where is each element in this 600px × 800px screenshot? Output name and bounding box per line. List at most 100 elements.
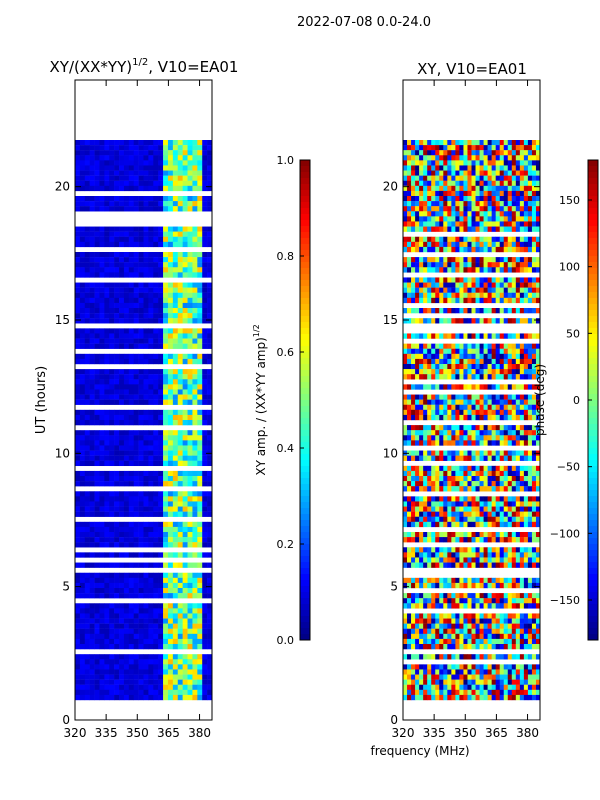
heatmap-cell	[455, 277, 460, 283]
heatmap-cell	[119, 297, 125, 304]
heatmap-cell	[119, 613, 125, 619]
heatmap-cell	[455, 267, 460, 273]
heatmap-cell	[84, 435, 90, 441]
heatmap-cell	[483, 547, 488, 553]
heatmap-cell	[163, 684, 169, 691]
heatmap-cell	[163, 343, 169, 349]
heatmap-cell	[153, 262, 159, 268]
heatmap-cell	[471, 358, 476, 365]
heatmap-cell	[153, 430, 159, 436]
heatmap-cell	[153, 613, 159, 619]
heatmap-cell	[427, 481, 432, 487]
heatmap-cell	[523, 532, 529, 538]
heatmap-cell	[197, 175, 203, 181]
heatmap-cell	[133, 669, 139, 675]
heatmap-cell	[467, 409, 472, 416]
heatmap-cell	[459, 455, 464, 461]
heatmap-cell	[451, 211, 456, 217]
heatmap-cell	[451, 175, 456, 181]
heatmap-cell	[487, 399, 492, 405]
heatmap-cell	[427, 425, 432, 431]
heatmap-cell	[483, 496, 488, 502]
heatmap-cell	[182, 623, 188, 629]
heatmap-cell	[207, 389, 213, 395]
heatmap-cell	[99, 511, 105, 517]
heatmap-cell	[439, 236, 444, 243]
heatmap-cell	[119, 440, 125, 446]
heatmap-cell	[94, 384, 100, 390]
heatmap-cell	[435, 292, 440, 299]
heatmap-cell	[527, 435, 533, 441]
heatmap-cell	[177, 526, 183, 533]
heatmap-cell	[192, 236, 198, 243]
heatmap-cell	[419, 140, 424, 146]
heatmap-cell	[475, 201, 480, 207]
heatmap-cell	[403, 206, 408, 212]
heatmap-cell	[423, 374, 428, 380]
heatmap-cell	[84, 603, 90, 609]
heatmap-cell	[119, 588, 125, 594]
heatmap-cell	[499, 267, 505, 273]
heatmap-cell	[123, 603, 130, 609]
heatmap-cell	[523, 318, 529, 324]
heatmap-cell	[158, 440, 164, 446]
heatmap-cell	[467, 257, 472, 263]
heatmap-cell	[79, 394, 86, 400]
heatmap-cell	[94, 328, 100, 334]
heatmap-cell	[443, 455, 448, 461]
heatmap-cell	[158, 358, 164, 365]
heatmap-cell	[153, 542, 159, 548]
heatmap-cell	[192, 257, 198, 263]
heatmap-cell	[419, 384, 424, 390]
heatmap-cell	[177, 628, 183, 635]
heatmap-cell	[99, 369, 105, 375]
heatmap-cell	[503, 308, 509, 314]
heatmap-cell	[75, 689, 81, 696]
heatmap-cell	[491, 185, 496, 192]
heatmap-cell	[407, 292, 412, 299]
colorbar-step	[300, 352, 310, 359]
heatmap-cell	[128, 526, 135, 533]
heatmap-cell	[491, 226, 496, 232]
colorbar-step	[300, 544, 310, 551]
heatmap-cell	[495, 175, 501, 181]
heatmap-cell	[439, 435, 444, 441]
heatmap-cell	[491, 506, 496, 512]
heatmap-cell	[192, 231, 198, 237]
heatmap-cell	[79, 532, 86, 538]
heatmap-cell	[451, 277, 456, 283]
heatmap-cell	[79, 679, 86, 685]
heatmap-cell	[153, 282, 159, 288]
heatmap-cell	[172, 231, 179, 237]
heatmap-cell	[463, 170, 468, 176]
heatmap-cell	[447, 409, 452, 416]
heatmap-cell	[158, 562, 164, 568]
heatmap-cell	[163, 308, 169, 314]
heatmap-cell	[467, 521, 472, 528]
heatmap-cell	[109, 170, 115, 176]
heatmap-cell	[519, 547, 525, 553]
heatmap-cell	[197, 308, 203, 314]
heatmap-cell	[104, 409, 110, 416]
heatmap-cell	[523, 343, 529, 349]
heatmap-cell	[133, 252, 139, 258]
heatmap-cell	[519, 414, 525, 421]
heatmap-cell	[515, 160, 521, 166]
heatmap-cell	[495, 465, 501, 472]
heatmap-cell	[491, 246, 496, 253]
heatmap-cell	[427, 160, 432, 166]
heatmap-cell	[419, 476, 424, 482]
heatmap-cell	[99, 145, 105, 151]
heatmap-cell	[503, 450, 509, 456]
heatmap-cell	[94, 450, 100, 456]
heatmap-cell	[187, 257, 193, 263]
heatmap-cell	[187, 226, 193, 232]
heatmap-cell	[527, 364, 533, 370]
heatmap-cell	[133, 262, 139, 268]
heatmap-cell	[407, 226, 412, 232]
heatmap-cell	[128, 201, 135, 207]
heatmap-cell	[507, 470, 513, 477]
heatmap-cell	[172, 572, 179, 579]
heatmap-cell	[495, 476, 501, 482]
heatmap-cell	[89, 262, 95, 268]
